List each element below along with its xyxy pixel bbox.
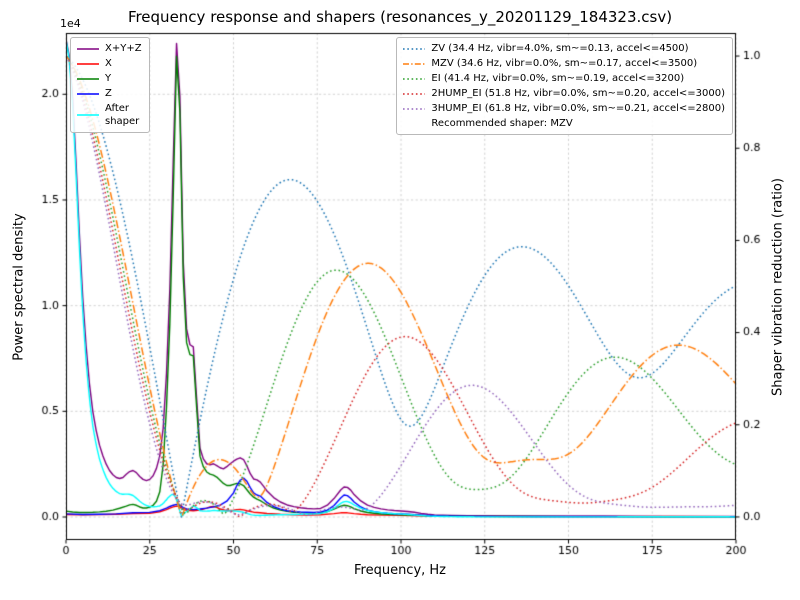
legend-entry: 3HUMP_EI (61.8 Hz, vibr=0.0%, sm~=0.21, … bbox=[402, 101, 725, 116]
legend-line-sample-icon bbox=[77, 114, 99, 116]
legend-line-sample-icon bbox=[77, 62, 99, 65]
legend-label: ZV (34.4 Hz, vibr=4.0%, sm~=0.13, accel<… bbox=[431, 43, 689, 54]
legend-label: X+Y+Z bbox=[105, 43, 142, 54]
legend-psd: X+Y+Z X Y Z After shaper bbox=[70, 37, 150, 133]
x-axis-label: Frequency, Hz bbox=[353, 563, 447, 578]
legend-entry: X+Y+Z bbox=[76, 41, 142, 56]
legend-line-sample-icon bbox=[403, 62, 426, 65]
legend-entry: Recommended shaper: MZV bbox=[402, 116, 725, 131]
legend-entry: EI (41.4 Hz, vibr=0.0%, sm~=0.19, accel<… bbox=[402, 71, 725, 86]
legend-line-sample-icon bbox=[77, 92, 99, 95]
legend-label: Recommended shaper: MZV bbox=[431, 118, 573, 129]
y-axis-offset-label: 1e4 bbox=[60, 17, 81, 30]
legend-entry: 2HUMP_EI (51.8 Hz, vibr=0.0%, sm~=0.20, … bbox=[402, 86, 725, 101]
legend-line-sample-icon bbox=[77, 47, 99, 50]
legend-label: X bbox=[105, 58, 112, 69]
legend-label: 2HUMP_EI (51.8 Hz, vibr=0.0%, sm~=0.20, … bbox=[431, 88, 725, 99]
y-axis-left-label: Power spectral density bbox=[11, 213, 27, 361]
legend-blank-sample bbox=[402, 119, 426, 129]
chart-title: Frequency response and shapers (resonanc… bbox=[127, 8, 673, 26]
legend-entry: ZV (34.4 Hz, vibr=4.0%, sm~=0.13, accel<… bbox=[402, 41, 725, 56]
legend-entry: Z bbox=[76, 86, 142, 101]
legend-line-sample-icon bbox=[403, 77, 426, 80]
legend-label: Z bbox=[105, 88, 112, 99]
legend-shapers: ZV (34.4 Hz, vibr=4.0%, sm~=0.13, accel<… bbox=[396, 37, 733, 135]
legend-line-sample-icon bbox=[403, 92, 426, 95]
legend-entry: After shaper bbox=[76, 101, 142, 129]
legend-label: MZV (34.6 Hz, vibr=0.0%, sm~=0.17, accel… bbox=[431, 58, 698, 69]
legend-line-sample-icon bbox=[403, 47, 426, 50]
legend-label: Y bbox=[105, 73, 112, 84]
legend-line-sample-icon bbox=[77, 77, 99, 80]
legend-label: 3HUMP_EI (61.8 Hz, vibr=0.0%, sm~=0.21, … bbox=[431, 103, 725, 114]
legend-entry: Y bbox=[76, 71, 142, 86]
legend-entry: X bbox=[76, 56, 142, 71]
legend-label: EI (41.4 Hz, vibr=0.0%, sm~=0.19, accel<… bbox=[431, 73, 685, 84]
y-axis-right-label: Shaper vibration reduction (ratio) bbox=[770, 178, 786, 396]
legend-label: After shaper bbox=[105, 103, 140, 127]
legend-line-sample-icon bbox=[403, 107, 426, 110]
legend-entry: MZV (34.6 Hz, vibr=0.0%, sm~=0.17, accel… bbox=[402, 56, 725, 71]
